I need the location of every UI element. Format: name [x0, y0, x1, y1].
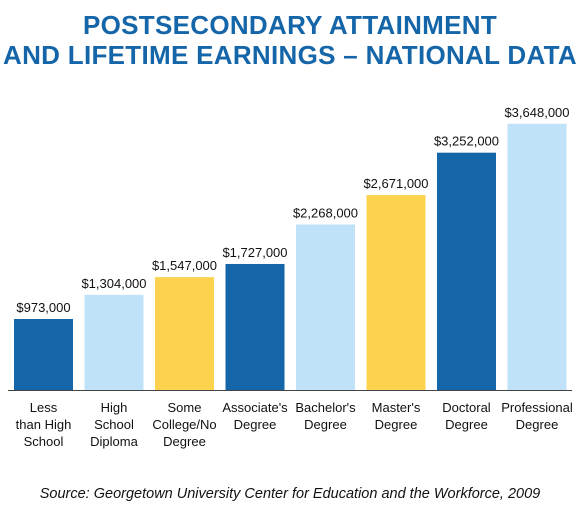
category-label-1-line-0: High [101, 400, 128, 415]
category-label-7-line-0: Professional [501, 400, 573, 415]
bar-3 [225, 263, 285, 390]
bar-0 [14, 318, 73, 390]
chart-title-line-2: AND LIFETIME EARNINGS – NATIONAL DATA [3, 40, 577, 70]
value-label-3: $1,727,000 [222, 245, 287, 260]
value-label-2: $1,547,000 [152, 258, 217, 273]
bar-5 [366, 195, 426, 390]
category-label-1-line-2: Diploma [90, 434, 138, 449]
source-note: Source: Georgetown University Center for… [39, 486, 541, 502]
category-label-7-line-1: Degree [516, 417, 559, 432]
chart-title-line-1: POSTSECONDARY ATTAINMENT [82, 10, 498, 40]
category-label-4-line-1: Degree [304, 417, 347, 432]
category-label-1-line-1: School [94, 417, 134, 432]
bar-2 [155, 277, 214, 390]
bar-4 [296, 224, 355, 390]
category-label-6-line-0: Doctoral [442, 400, 491, 415]
category-label-3-line-1: Degree [234, 417, 277, 432]
category-label-3-line-0: Associate's [222, 400, 288, 415]
category-label-2-line-1: College/No [152, 417, 216, 432]
category-label-2-line-0: Some [168, 400, 202, 415]
category-label-5-line-0: Master's [372, 400, 421, 415]
value-label-5: $2,671,000 [363, 176, 428, 191]
category-label-0-line-1: than High [16, 417, 72, 432]
bar-7 [507, 123, 567, 391]
value-label-0: $973,000 [16, 300, 70, 315]
value-label-1: $1,304,000 [81, 276, 146, 291]
value-label-6: $3,252,000 [434, 134, 499, 149]
category-label-2-line-2: Degree [163, 434, 206, 449]
bar-6 [437, 152, 496, 390]
bar-1 [84, 294, 144, 390]
category-label-5-line-1: Degree [375, 417, 418, 432]
category-label-6-line-1: Degree [445, 417, 488, 432]
category-label-0-line-0: Less [30, 400, 58, 415]
value-label-4: $2,268,000 [293, 205, 358, 220]
category-label-4-line-0: Bachelor's [295, 400, 356, 415]
category-label-0-line-2: School [24, 434, 64, 449]
value-label-7: $3,648,000 [504, 105, 569, 120]
bar-chart: $973,000 Less than High School $1,304,000 Hig… [8, 105, 573, 449]
